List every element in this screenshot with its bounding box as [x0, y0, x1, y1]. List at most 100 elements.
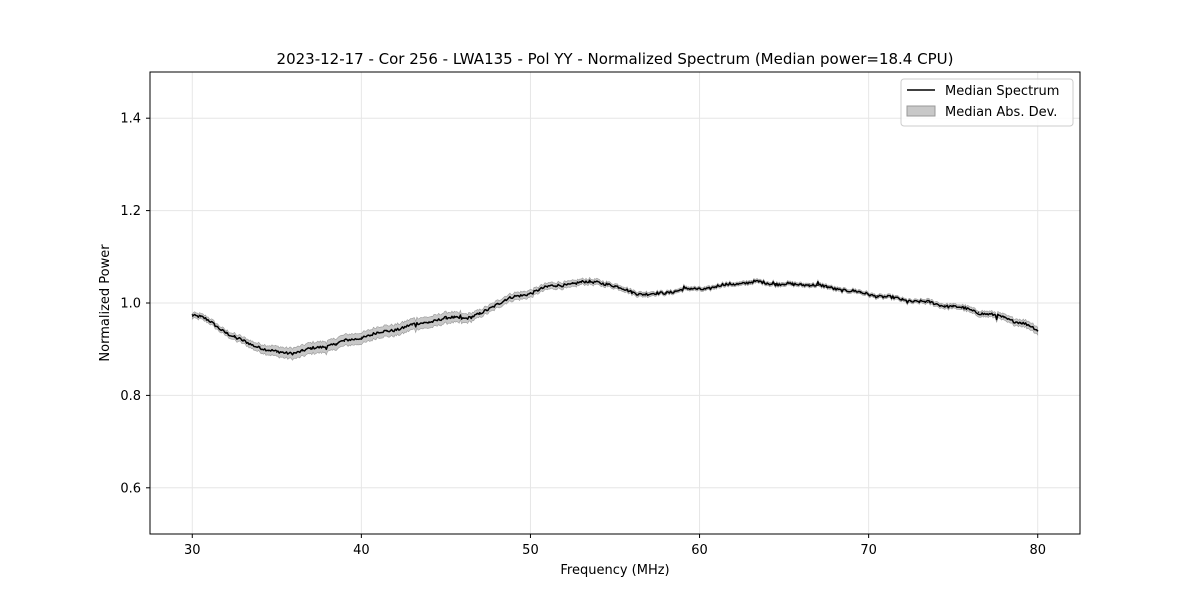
median-spectrum-point: [572, 283, 574, 285]
median-spectrum-point: [597, 281, 599, 283]
legend: Median Spectrum Median Abs. Dev.: [900, 78, 1074, 127]
median-spectrum-point: [994, 315, 997, 317]
x-tick-label: 80: [1029, 543, 1046, 558]
median-spectrum-point: [622, 288, 625, 290]
median-spectrum-point: [529, 292, 532, 294]
median-spectrum-point: [250, 343, 253, 346]
median-spectrum-point: [791, 284, 794, 286]
median-spectrum-point: [732, 283, 734, 285]
median-spectrum-point: [369, 334, 371, 336]
median-spectrum-point: [504, 298, 506, 300]
median-spectrum-point: [512, 296, 515, 299]
median-spectrum-point: [969, 309, 971, 311]
median-spectrum-point: [614, 286, 616, 288]
median-spectrum-point: [546, 286, 548, 288]
median-spectrum-point: [1003, 317, 1005, 319]
median-spectrum-point: [377, 332, 379, 334]
ticks: 30 40 50 60 70 80 0.6 0.8 1.0 1.2 1.4: [120, 112, 1046, 558]
legend-mad-swatch: [906, 105, 936, 117]
median-spectrum-point: [293, 351, 295, 354]
x-tick-label: 50: [522, 543, 539, 558]
median-spectrum-point: [496, 303, 498, 305]
median-spectrum-point: [589, 281, 591, 283]
median-spectrum-point: [605, 283, 608, 285]
median-spectrum-point: [741, 282, 743, 284]
median-spectrum-point: [724, 284, 726, 286]
y-tick-label: 1.2: [120, 204, 141, 219]
median-spectrum-point: [403, 326, 405, 329]
median-spectrum-point: [817, 284, 819, 287]
y-tick-label: 0.8: [120, 389, 141, 404]
median-spectrum-point: [267, 349, 269, 351]
median-spectrum-point: [1037, 330, 1039, 332]
median-spectrum-point: [360, 336, 362, 338]
median-spectrum-point: [952, 306, 954, 308]
y-tick-label: 0.6: [120, 481, 141, 496]
median-spectrum-point: [868, 293, 870, 295]
median-spectrum-point: [715, 286, 718, 288]
y-tick-label: 1.0: [120, 297, 141, 312]
median-spectrum-point: [656, 293, 658, 295]
median-spectrum-point: [825, 286, 827, 288]
median-spectrum-point: [707, 287, 709, 289]
median-spectrum-point: [698, 288, 701, 290]
x-tick-label: 30: [184, 543, 201, 558]
median-spectrum-point: [1020, 321, 1022, 323]
x-axis-label: Frequency (MHz): [560, 563, 669, 578]
median-spectrum-point: [910, 300, 912, 302]
x-tick-label: 70: [860, 543, 877, 558]
median-spectrum-point: [208, 320, 210, 323]
median-spectrum-point: [977, 311, 980, 313]
median-spectrum-point: [191, 313, 193, 316]
median-spectrum-point: [386, 330, 388, 332]
median-spectrum-point: [766, 282, 768, 284]
median-spectrum-point: [859, 292, 861, 294]
median-spectrum-line: [191, 279, 1039, 356]
median-spectrum-point: [259, 346, 261, 348]
median-spectrum-point: [445, 318, 447, 320]
median-spectrum-point: [935, 303, 937, 305]
x-tick-label: 40: [353, 543, 370, 558]
legend-median-label: Median Spectrum: [945, 84, 1059, 99]
median-spectrum-point: [487, 309, 489, 311]
median-spectrum-point: [893, 297, 895, 299]
median-spectrum-point: [200, 316, 202, 318]
median-spectrum-point: [944, 304, 946, 306]
median-spectrum-point: [563, 283, 565, 286]
median-spectrum-point: [961, 307, 963, 309]
median-spectrum-point: [884, 296, 887, 298]
median-spectrum-point: [411, 324, 413, 326]
median-spectrum-point: [665, 291, 667, 293]
median-spectrum-point: [758, 281, 760, 283]
median-spectrum-point: [470, 316, 472, 318]
median-spectrum-point: [986, 313, 988, 315]
legend-box: [900, 78, 1074, 127]
median-spectrum-point: [808, 283, 811, 285]
median-spectrum-point: [834, 288, 836, 290]
median-spectrum-point: [648, 294, 650, 296]
median-spectrum-point: [284, 352, 286, 354]
median-spectrum-point: [690, 288, 692, 290]
median-spectrum-point: [326, 344, 329, 347]
median-spectrum-point: [428, 320, 430, 323]
median-spectrum-point: [343, 340, 346, 342]
median-spectrum-point: [901, 299, 904, 301]
median-spectrum-point: [521, 295, 523, 297]
median-spectrum-point: [682, 289, 684, 291]
median-spectrum-point: [580, 282, 582, 284]
median-line-layer: [191, 279, 1039, 356]
legend-mad-label: Median Abs. Dev.: [945, 105, 1057, 120]
median-spectrum-point: [453, 317, 455, 319]
median-spectrum-point: [555, 285, 557, 287]
median-spectrum-point: [352, 338, 354, 341]
median-spectrum-point: [217, 326, 219, 328]
chart-title: 2023-12-17 - Cor 256 - LWA135 - Pol YY -…: [277, 50, 954, 68]
median-spectrum-point: [233, 336, 236, 338]
median-spectrum-point: [301, 350, 303, 352]
x-tick-label: 60: [691, 543, 708, 558]
median-spectrum-point: [673, 290, 675, 292]
median-spectrum-point: [918, 301, 920, 303]
median-spectrum-point: [876, 295, 878, 297]
median-spectrum-point: [538, 288, 540, 290]
median-spectrum-point: [851, 290, 853, 292]
